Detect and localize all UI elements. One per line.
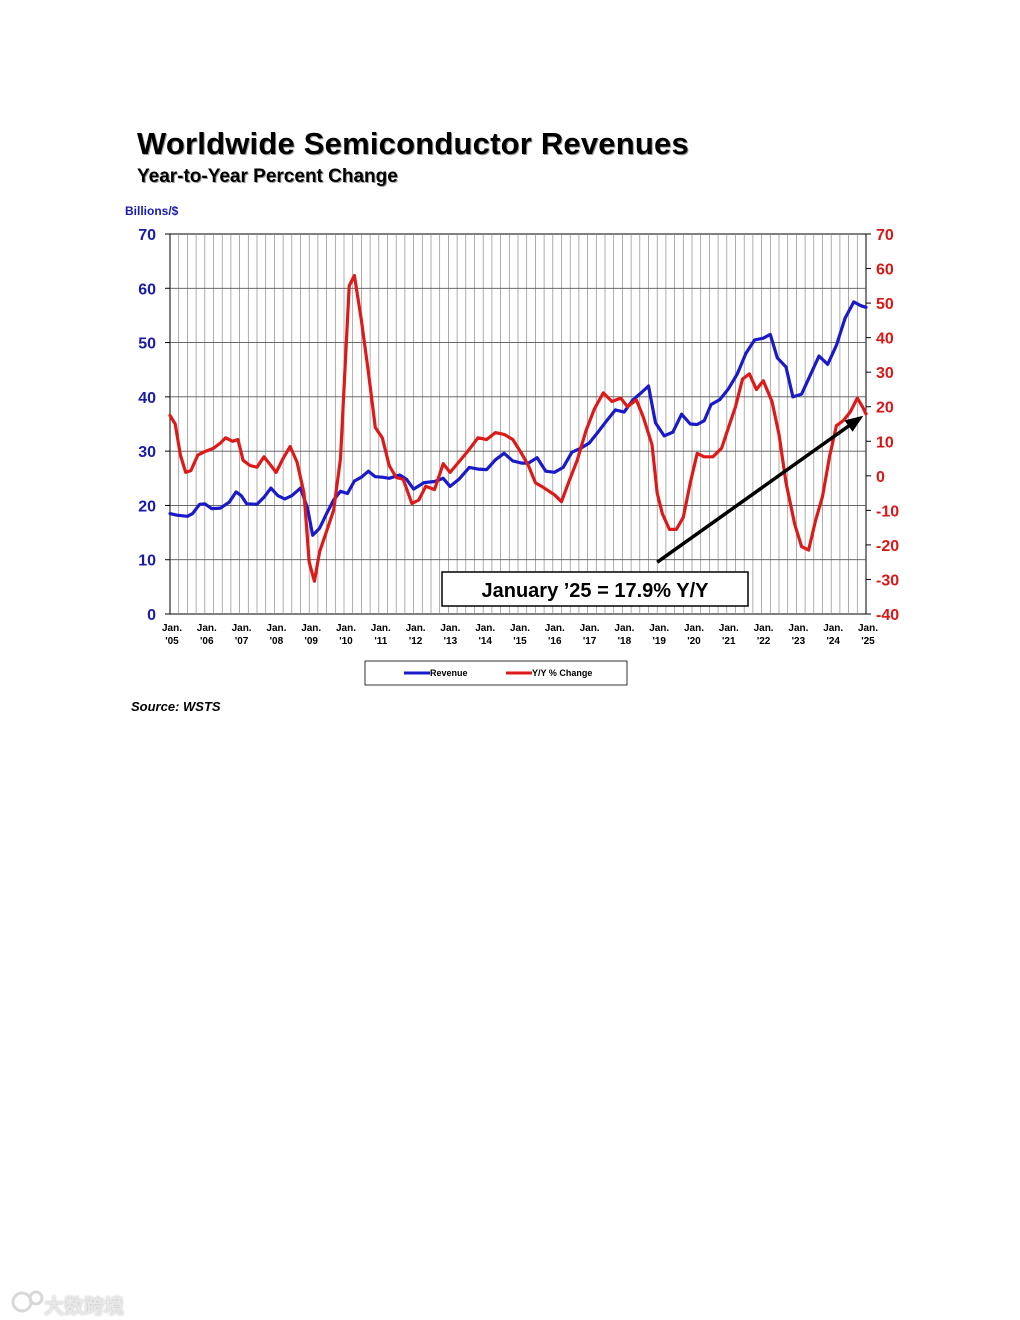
x-tick-label-year: '13: [444, 636, 458, 647]
x-tick-label-year: '17: [583, 636, 597, 647]
x-tick-label-year: '20: [687, 636, 701, 647]
x-tick-label-month: Jan.: [545, 623, 565, 634]
x-tick-label-year: '16: [548, 636, 562, 647]
x-tick-label-month: Jan.: [788, 623, 808, 634]
annotation-arrow-head: [844, 415, 864, 432]
left-axis-tick-label: 10: [138, 553, 156, 570]
right-axis-tick-label: 30: [876, 365, 894, 382]
x-tick-label-month: Jan.: [510, 623, 530, 634]
x-tick-label-year: '12: [409, 636, 423, 647]
chart-title: Worldwide Semiconductor Revenues: [137, 126, 689, 161]
right-axis-tick-label: 20: [876, 400, 894, 417]
left-axis-units-label: Billions/$: [125, 204, 179, 218]
x-tick-label-month: Jan.: [475, 623, 495, 634]
x-tick-label-month: Jan.: [754, 623, 774, 634]
watermark-text: 大数跨境: [44, 1296, 124, 1318]
revenue-chart: 0 10 20 30 40 50 60 70 -40 -30 -20 -10 0 10 20 30 40 50 60…: [138, 227, 899, 686]
x-tick-label-month: Jan.: [406, 623, 426, 634]
right-axis-tick-label: 70: [876, 227, 894, 244]
left-axis-tick-label: 40: [138, 390, 156, 407]
annotation-box: [441, 571, 749, 607]
x-tick-label-month: Jan.: [301, 623, 321, 634]
x-tick-label-month: Jan.: [162, 623, 182, 634]
right-axis-tick-label: -30: [876, 572, 899, 589]
annotation-text: January ’25 = 17.9% Y/Y: [481, 580, 709, 602]
source-note: Source: WSTS: [131, 699, 221, 714]
annotation-arrow-line: [656, 416, 862, 564]
right-axis-tick-label: 0: [876, 469, 885, 486]
x-tick-label-year: '15: [513, 636, 527, 647]
x-tick-label-month: Jan.: [232, 623, 252, 634]
left-axis-tick-label: 50: [138, 336, 156, 353]
x-tick-label-month: Jan.: [719, 623, 739, 634]
x-tick-label-month: Jan.: [336, 623, 356, 634]
x-tick-label-month: Jan.: [823, 623, 843, 634]
x-tick-label-year: '24: [826, 636, 840, 647]
x-tick-label-year: '09: [304, 636, 318, 647]
right-axis-tick-label: -40: [876, 607, 899, 624]
x-tick-label-year: '14: [478, 636, 492, 647]
right-axis-tick-label: 60: [876, 262, 894, 279]
yoy-change-series-line: [168, 273, 868, 583]
x-tick-label-year: '05: [165, 636, 179, 647]
x-tick-label-year: '23: [792, 636, 806, 647]
x-tick-label-month: Jan.: [580, 623, 600, 634]
left-axis-tick-label: 70: [138, 227, 156, 244]
left-axis-tick-label: 20: [138, 498, 156, 515]
x-tick-label-month: Jan.: [266, 623, 286, 634]
right-axis-tick-label: 40: [876, 331, 894, 348]
x-tick-label-year: '06: [200, 636, 214, 647]
revenue-series-line: [168, 300, 868, 537]
x-tick-label-year: '22: [757, 636, 771, 647]
left-axis-tick-label: 30: [138, 444, 156, 461]
x-tick-label-month: Jan.: [614, 623, 634, 634]
x-tick-label-year: '21: [722, 636, 736, 647]
x-tick-label-year: '25: [861, 636, 875, 647]
left-axis-tick-label: 60: [138, 281, 156, 298]
x-tick-label-year: '19: [652, 636, 666, 647]
x-tick-label-month: Jan.: [649, 623, 669, 634]
x-tick-label-month: Jan.: [440, 623, 460, 634]
right-axis-tick-label: -20: [876, 538, 899, 555]
x-tick-label-month: Jan.: [684, 623, 704, 634]
right-axis-tick-label: -10: [876, 503, 899, 520]
x-tick-label-month: Jan.: [858, 623, 878, 634]
legend-label: Y/Y % Change: [532, 668, 592, 678]
right-axis-tick-label: 10: [876, 434, 894, 451]
x-tick-label-month: Jan.: [371, 623, 391, 634]
x-tick-label-year: '11: [374, 636, 387, 647]
x-tick-label-month: Jan.: [197, 623, 217, 634]
left-axis-tick-label: 0: [147, 607, 156, 624]
x-tick-label-year: '18: [618, 636, 632, 647]
chart-subtitle: Year-to-Year Percent Change: [137, 166, 398, 187]
x-tick-label-year: '07: [235, 636, 249, 647]
right-axis-tick-label: 50: [876, 296, 894, 313]
x-tick-label-year: '08: [270, 636, 284, 647]
watermark-logo: [11, 1290, 44, 1313]
x-tick-label-year: '10: [339, 636, 353, 647]
legend-label: Revenue: [430, 668, 468, 678]
